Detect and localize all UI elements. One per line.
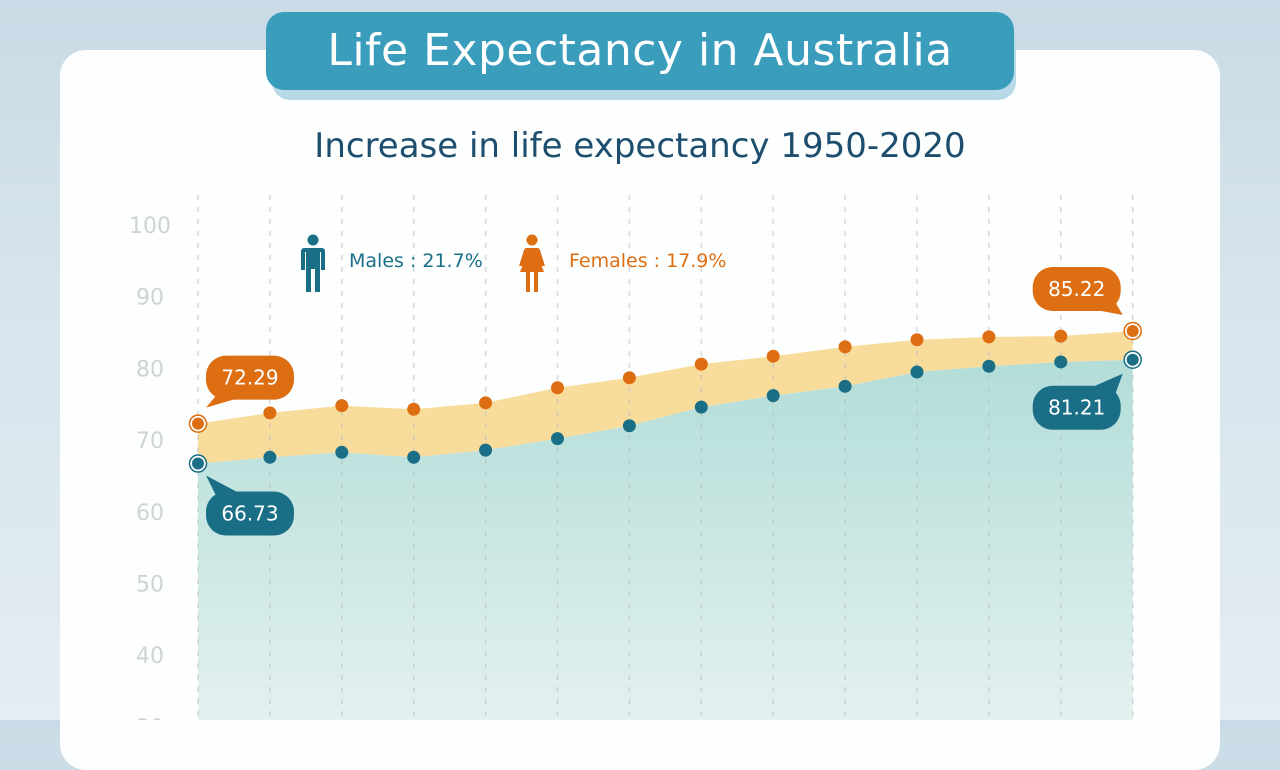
y-tick-label: 30 xyxy=(136,716,164,720)
female-data-point xyxy=(622,371,636,385)
callout-bubble xyxy=(206,355,294,400)
y-tick-label: 100 xyxy=(129,214,171,239)
female-data-point xyxy=(982,330,996,344)
males-area xyxy=(198,359,1133,720)
female-data-point xyxy=(335,399,349,413)
male-data-point xyxy=(910,365,924,379)
y-tick-label: 60 xyxy=(136,501,164,526)
legend-males-label: Males : 21.7% xyxy=(349,250,483,272)
female-data-point xyxy=(1054,329,1068,343)
data-label: 72.29 xyxy=(221,366,278,390)
male-data-point xyxy=(982,359,996,373)
male-data-point xyxy=(1126,353,1139,366)
female-data-point xyxy=(192,417,204,430)
female-data-point xyxy=(694,357,708,371)
y-tick-label: 70 xyxy=(136,429,164,454)
male-data-point xyxy=(622,419,636,433)
female-person-icon xyxy=(519,234,545,292)
male-data-point xyxy=(551,432,564,446)
callout-bubble xyxy=(1032,266,1121,311)
male-person-icon xyxy=(301,234,325,292)
callout-bubble xyxy=(1032,385,1121,430)
data-label: 66.73 xyxy=(221,502,278,526)
y-tick-label: 40 xyxy=(136,644,164,669)
male-data-point xyxy=(766,389,780,403)
male-data-point xyxy=(838,379,852,393)
female-data-point xyxy=(910,333,924,347)
data-label: 85.22 xyxy=(1048,277,1105,301)
life-expectancy-chart: 30 40 50 60 70 80 90 100 72.29 66.73 85.22 81.21 xyxy=(129,195,1142,720)
male-data-point xyxy=(479,443,493,457)
data-label: 81.21 xyxy=(1048,396,1105,420)
male-data-point xyxy=(192,457,204,470)
male-data-point xyxy=(1054,355,1068,369)
callout-tail xyxy=(206,475,240,496)
gap-band xyxy=(198,330,1133,464)
page-title: Life Expectancy in Australia xyxy=(266,12,1014,90)
female-data-point xyxy=(551,381,564,395)
male-data-point xyxy=(407,450,421,464)
legend-females-label: Females : 17.9% xyxy=(569,250,727,272)
callout-bubble xyxy=(206,491,294,536)
y-tick-label: 90 xyxy=(136,286,164,311)
female-data-point xyxy=(1126,324,1139,337)
female-data-point xyxy=(263,406,277,420)
female-data-point xyxy=(479,396,493,410)
female-data-point xyxy=(766,349,780,363)
male-data-point xyxy=(694,400,708,414)
y-tick-label: 50 xyxy=(136,573,164,598)
female-data-point xyxy=(838,340,852,354)
chart-subtitle: Increase in life expectancy 1950-2020 xyxy=(314,126,966,166)
male-data-point xyxy=(335,445,349,459)
male-data-point xyxy=(263,450,277,464)
y-tick-label: 80 xyxy=(136,357,164,382)
female-data-point xyxy=(407,402,421,416)
